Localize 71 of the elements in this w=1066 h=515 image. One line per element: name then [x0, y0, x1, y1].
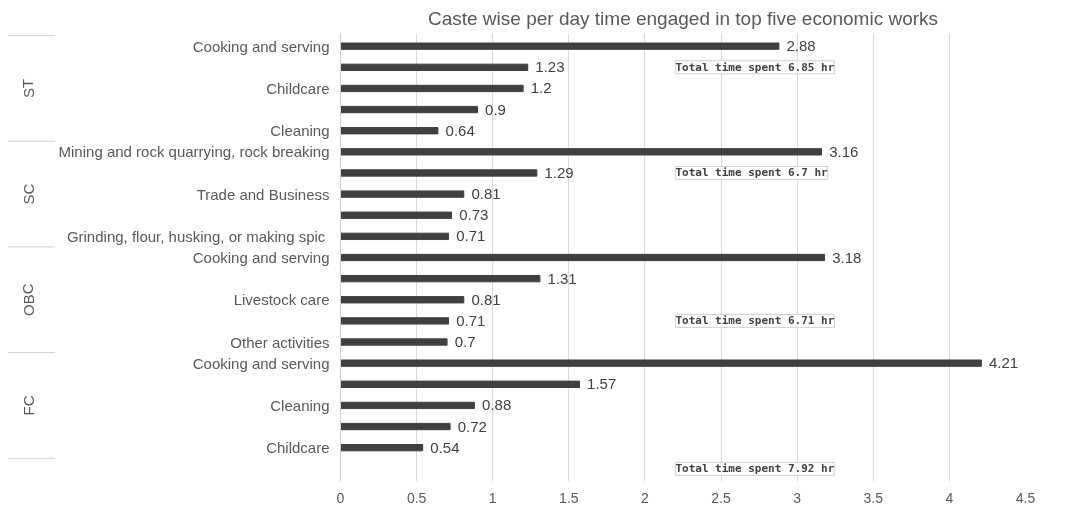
- y-tick-label: Childcare: [266, 439, 330, 457]
- y-tick-label: Mining and rock quarrying, rock breaking: [58, 143, 330, 161]
- y-tick-label: Cooking and serving: [192, 354, 330, 372]
- bar: [340, 338, 448, 346]
- data-label: 1.31: [547, 269, 577, 287]
- data-label: 3.16: [829, 142, 859, 160]
- bar: [340, 42, 780, 50]
- bar: [340, 190, 465, 198]
- bar: [340, 148, 823, 156]
- bar: [340, 127, 439, 135]
- data-label: 2.88: [786, 37, 816, 55]
- text: SC: [19, 183, 37, 205]
- bar: [340, 401, 475, 410]
- annotation: Total time spent 7.92 hr: [675, 462, 835, 476]
- bar: [340, 232, 450, 241]
- data-label: 0.9: [485, 100, 506, 118]
- bar: [340, 169, 538, 177]
- annotation: Total time spent 6.7 hr: [675, 166, 829, 180]
- bar: [340, 63, 529, 71]
- y-tick-label: Trade and Business: [196, 185, 330, 203]
- x-tick-label: 0: [336, 489, 345, 506]
- y-tick-label: Childcare: [266, 79, 330, 97]
- annotation: Total time spent 6.71 hr: [675, 314, 835, 328]
- x-tick-label: 3.5: [863, 489, 884, 506]
- text: FC: [19, 395, 37, 416]
- bar: [340, 253, 826, 262]
- data-label: 0.7: [454, 333, 476, 351]
- y-tick-label: Grinding, flour, husking, or making spic: [66, 227, 326, 245]
- data-label: 0.71: [456, 311, 486, 329]
- bar: [340, 296, 465, 304]
- data-label: 1.29: [544, 163, 574, 181]
- x-tick-label: 2: [641, 489, 650, 506]
- data-label: 4.21: [988, 354, 1019, 372]
- bar: [340, 317, 450, 325]
- data-label: 0.64: [445, 121, 475, 139]
- chart-title: Caste wise per day time engaged in top five economic works: [427, 7, 939, 29]
- annotation: Total time spent 6.85 hr: [675, 60, 835, 74]
- text: OBC: [19, 283, 37, 317]
- data-label: 0.81: [471, 290, 501, 308]
- bar: [340, 84, 524, 93]
- bar: [340, 274, 541, 283]
- x-tick-label: 4.5: [1015, 489, 1036, 506]
- bar: [340, 105, 478, 114]
- y-tick-label: Cooking and serving: [192, 37, 330, 55]
- y-tick-label: Other activities: [230, 333, 330, 351]
- x-tick-label: 1.5: [559, 489, 579, 506]
- bar: [340, 444, 424, 452]
- x-tick-label: 1: [488, 489, 497, 506]
- bar: [340, 422, 451, 431]
- data-label: 3.18: [832, 248, 862, 266]
- data-label: 0.88: [482, 396, 512, 414]
- y-tick-label: Livestock care: [233, 291, 330, 309]
- data-label: 1.57: [587, 375, 617, 393]
- data-label: 0.71: [456, 227, 486, 245]
- y-tick-label: Cleaning: [270, 122, 330, 140]
- x-tick-label: 3: [793, 489, 802, 506]
- data-label: 1.2: [530, 79, 552, 97]
- y-tick-label: Cleaning: [270, 396, 330, 414]
- x-tick-label: 2.5: [711, 489, 731, 506]
- data-label: 0.54: [430, 438, 460, 456]
- bar: [340, 211, 453, 219]
- data-label: 0.72: [457, 417, 487, 435]
- bar: [340, 380, 580, 388]
- x-tick-label: 0.5: [406, 489, 427, 506]
- x-tick-label: 4: [945, 489, 954, 506]
- data-label: 0.81: [471, 185, 501, 203]
- data-label: 1.23: [535, 58, 565, 76]
- bar: [340, 359, 982, 367]
- text: ST: [19, 78, 37, 99]
- data-label: 0.73: [459, 206, 489, 224]
- y-tick-label: Cooking and serving: [192, 249, 330, 266]
